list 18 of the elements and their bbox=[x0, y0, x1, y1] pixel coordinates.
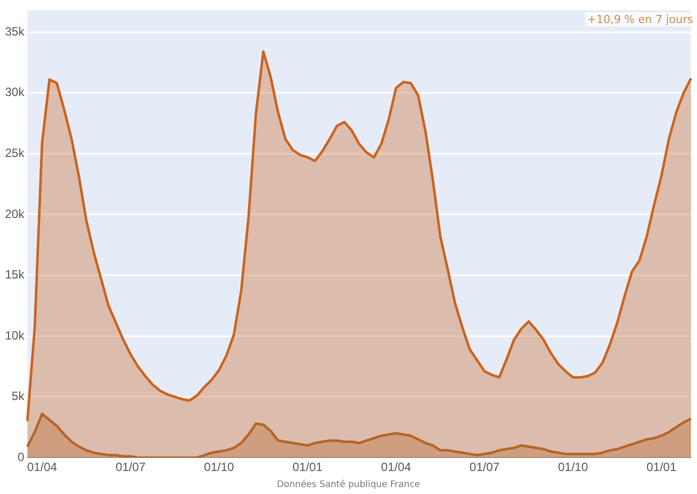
y-tick-label: 35k bbox=[4, 24, 26, 38]
text: Données Santé publique France bbox=[276, 480, 422, 490]
x-tick-label: 01/07 bbox=[116, 460, 146, 474]
y-tick-label: 20k bbox=[4, 206, 26, 221]
x-tick-label: 01/07 bbox=[470, 460, 500, 474]
x-tick-label: 01/04 bbox=[381, 460, 412, 474]
x-tick-label: 01/10 bbox=[558, 460, 588, 474]
annotation: +10,9 % en 7 jours bbox=[587, 13, 694, 26]
y-tick-label: 15k bbox=[4, 268, 26, 282]
y-tick-label: 30k bbox=[4, 85, 26, 100]
y-tick-label: 0 bbox=[18, 450, 25, 464]
y-tick-label: 25k bbox=[4, 146, 26, 160]
y-tick-label: 5k bbox=[12, 389, 26, 404]
x-tick-label: 01/04 bbox=[27, 460, 58, 474]
y-tick-label: 10k bbox=[4, 328, 26, 342]
x-tick-label: 01/01 bbox=[292, 460, 323, 474]
x-tick-label: 01/10 bbox=[204, 460, 234, 474]
x-tick-label: 01/01 bbox=[646, 460, 677, 474]
